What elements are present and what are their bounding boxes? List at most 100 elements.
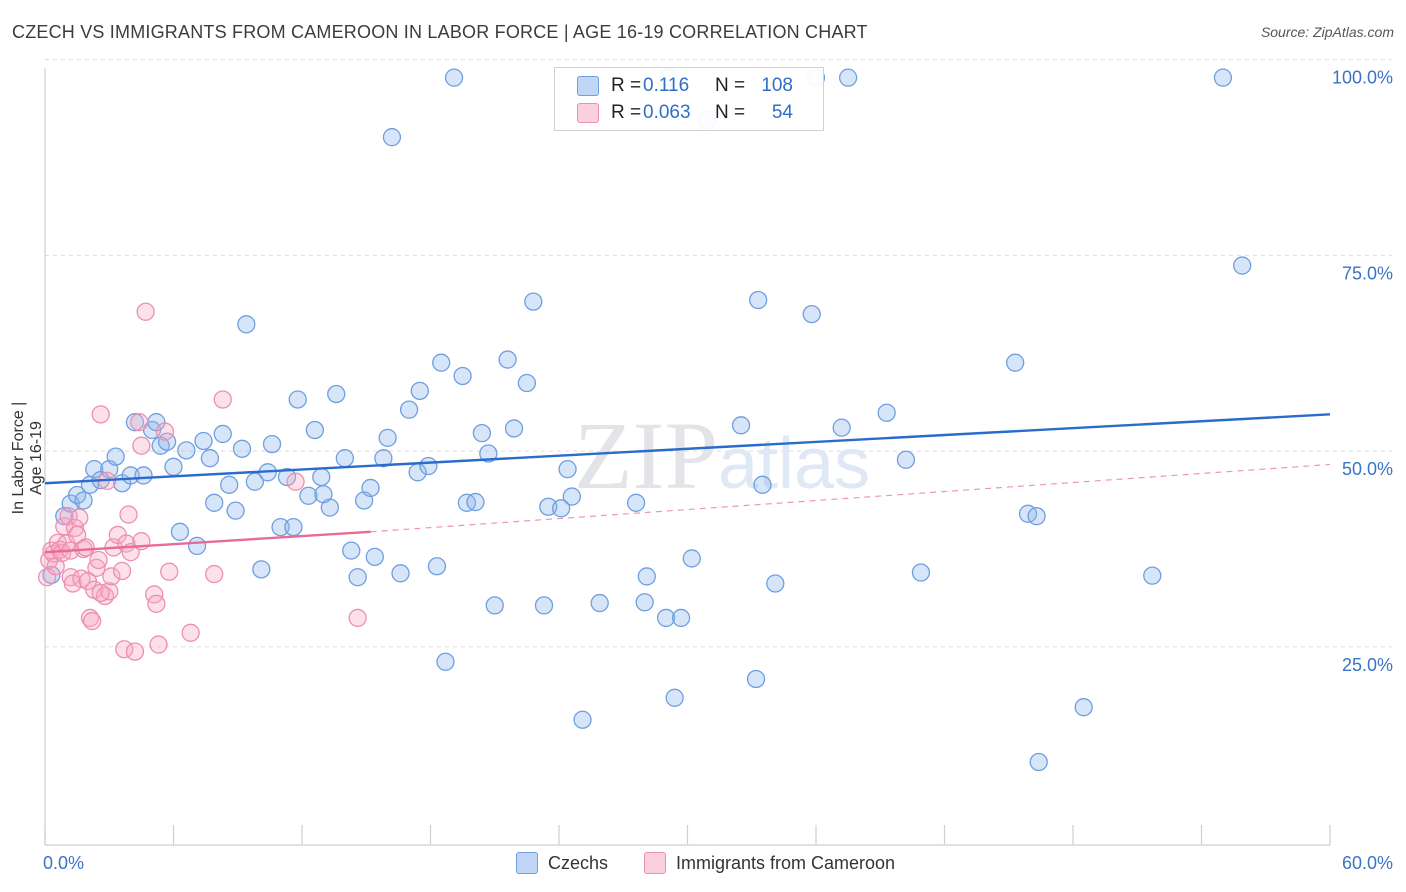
czech-point <box>205 493 224 512</box>
x-tick-label-left: 0.0% <box>43 853 85 873</box>
czech-point <box>911 563 931 582</box>
czech-point <box>170 522 190 541</box>
czech-point <box>391 564 410 583</box>
czech-point <box>766 574 785 593</box>
czech-point <box>671 608 691 628</box>
czech-point <box>498 350 517 369</box>
czech-point <box>479 444 498 463</box>
cameroon-point <box>147 594 166 613</box>
cameroon-point <box>80 608 100 628</box>
czech-point <box>164 457 183 476</box>
czech-point <box>177 441 196 460</box>
cameroon-point <box>102 567 121 586</box>
czech-point <box>382 128 402 147</box>
legend-n-value: 54 <box>771 102 793 123</box>
cameroon-point <box>205 564 224 584</box>
czech-point <box>220 475 239 494</box>
czech-point <box>749 290 768 310</box>
legend-n-label: N = <box>715 102 746 123</box>
trend-layer <box>44 413 1331 554</box>
czech-point <box>74 491 93 510</box>
cameroon-point <box>82 611 102 631</box>
czech-point <box>1143 566 1162 585</box>
czech-point <box>427 557 447 576</box>
czech-point <box>626 493 646 512</box>
czech-point <box>896 450 916 469</box>
watermark: ZIPatlas <box>574 402 870 509</box>
czech-point <box>1074 698 1093 717</box>
cameroon-point <box>89 550 108 570</box>
watermark-zip: ZIP <box>574 402 718 509</box>
legend-item-czechs[interactable]: Czechs <box>516 852 608 874</box>
legend-row-czechs: R = 0.116 N = 108 <box>577 73 793 99</box>
cameroon-point <box>160 562 179 581</box>
cameroon-point <box>136 302 155 321</box>
czech-point <box>746 669 766 689</box>
legend-n-label: N = <box>715 75 746 96</box>
cameroon-point <box>348 608 367 628</box>
cameroon-point <box>91 583 110 603</box>
y-axis-label: In Labor Force | Age 16-19 <box>10 401 45 515</box>
czech-point <box>453 366 472 386</box>
czech-point <box>444 68 464 87</box>
czech-point <box>1029 752 1048 772</box>
czech-point <box>262 434 282 454</box>
chart-title: CZECH VS IMMIGRANTS FROM CAMEROON IN LAB… <box>12 22 868 42</box>
czech-point <box>656 608 676 628</box>
czech-point <box>271 517 290 537</box>
czech-point <box>524 292 543 311</box>
czech-point <box>590 593 609 613</box>
czech-point <box>562 487 581 506</box>
czech-point <box>378 428 397 447</box>
legend-row-cameroon: R = 0.063 N = 54 <box>577 100 793 126</box>
cameroon-point <box>63 574 82 593</box>
czech-point <box>284 517 303 537</box>
cameroon-point <box>213 390 232 409</box>
legend-n-value: 108 <box>761 75 793 96</box>
czech-point <box>665 688 684 707</box>
czech-point <box>832 418 851 437</box>
y-tick-label: 75.0% <box>1342 263 1393 283</box>
y-tick-label: 100.0% <box>1332 68 1393 88</box>
czech-point <box>213 424 232 444</box>
czech-point <box>534 596 554 615</box>
czech-point <box>277 467 297 487</box>
czech-point <box>348 568 367 587</box>
czech-point <box>753 475 772 494</box>
legend-label-cameroon: Immigrants from Cameroon <box>676 852 896 873</box>
cameroon-point <box>125 642 145 661</box>
cameroon-point <box>155 422 175 441</box>
czech-point <box>374 449 393 468</box>
legend-r-label: R = <box>611 75 642 96</box>
cameroon-point <box>76 538 95 557</box>
legend-swatch-blue <box>577 76 599 96</box>
series-legend: Czechs Immigrants from Cameroon <box>0 852 1406 878</box>
czech-point <box>551 499 571 518</box>
czech-point <box>517 373 537 393</box>
cameroon-point <box>181 623 200 642</box>
cameroon-point <box>70 508 89 527</box>
czech-point <box>288 390 307 409</box>
x-tick-label-right: 60.0% <box>1341 853 1393 873</box>
cameroon-point <box>286 472 305 491</box>
legend-item-cameroon[interactable]: Immigrants from Cameroon <box>644 852 895 874</box>
czech-point <box>327 384 346 404</box>
czech-point <box>485 596 504 615</box>
legend-r-label: R = <box>611 102 642 123</box>
cameroon-point <box>132 436 151 455</box>
czech-point <box>361 478 380 498</box>
cameroon-trend-line <box>44 530 371 554</box>
y-tick-label: 50.0% <box>1342 459 1393 479</box>
czech-point <box>504 419 524 438</box>
czech-point <box>472 423 492 443</box>
czech-point <box>1233 256 1252 275</box>
czech-point <box>637 567 656 586</box>
czech-point <box>399 400 419 419</box>
czech-point <box>305 420 325 440</box>
czech-point <box>877 403 896 422</box>
axis-layer <box>44 68 1331 846</box>
czech-point <box>125 413 145 432</box>
y-tick-label: 25.0% <box>1342 655 1393 675</box>
legend-swatch-pink <box>577 103 599 123</box>
watermark-atlas: atlas <box>718 424 870 504</box>
